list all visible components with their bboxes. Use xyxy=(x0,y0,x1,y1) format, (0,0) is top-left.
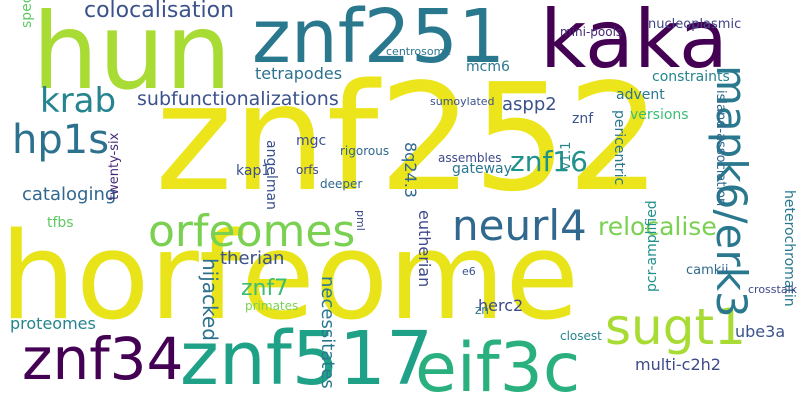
word: nucleoplasmic xyxy=(648,17,742,32)
word: tfbs xyxy=(47,215,74,231)
word: eif3c xyxy=(415,329,581,404)
word: sugt1 xyxy=(605,298,746,356)
word: znf16 xyxy=(510,145,588,178)
word: kaka xyxy=(540,0,728,86)
word: krab xyxy=(40,81,117,121)
word: camkii xyxy=(686,263,729,278)
word: sumoylated xyxy=(430,95,495,108)
word: tetrapodes xyxy=(255,64,343,83)
word: gateway xyxy=(452,161,512,177)
word: znf xyxy=(572,111,594,127)
word: deeper xyxy=(320,177,363,191)
word: orfeomes xyxy=(148,206,356,257)
word: aspp2 xyxy=(502,94,557,115)
word: znf34 xyxy=(22,325,184,393)
word: mini-pools xyxy=(560,25,623,39)
word: znf252 xyxy=(155,52,662,224)
word: ube3a xyxy=(735,322,786,341)
word: neurl4 xyxy=(452,201,587,250)
word: pcr-amplified xyxy=(644,200,660,292)
word: relocalise xyxy=(598,212,717,241)
word: colocalisation xyxy=(84,0,235,23)
word: horfeome xyxy=(0,208,580,347)
word: znf517 xyxy=(180,316,434,402)
word: mcm6 xyxy=(466,59,510,75)
word: versions xyxy=(630,107,689,123)
word: hp1s xyxy=(12,117,110,163)
word: pericentric xyxy=(611,110,627,186)
word: subfunctionalizations xyxy=(137,88,339,110)
word: herc2 xyxy=(478,296,524,315)
word: twenty-six xyxy=(107,132,122,200)
word: necessitates xyxy=(317,276,338,389)
word: v1.1 xyxy=(559,141,574,170)
word: constraints xyxy=(652,69,730,85)
word: crosstalk xyxy=(748,283,798,296)
word: znf7 xyxy=(241,276,289,301)
word: proteomes xyxy=(10,314,96,333)
word: znf251 xyxy=(252,0,506,80)
word: hijacked xyxy=(198,258,222,341)
word: kap1 xyxy=(236,163,271,179)
word: zn xyxy=(475,303,489,317)
word: 8q24.3 xyxy=(401,142,420,198)
word: assembles xyxy=(438,151,502,165)
word: multi-c2h2 xyxy=(635,355,721,374)
word: e6 xyxy=(462,265,476,278)
word: primates xyxy=(245,299,299,313)
word: pml xyxy=(354,210,367,231)
word: mgc xyxy=(296,133,327,149)
word: eutherian xyxy=(415,210,434,288)
word: rigorous xyxy=(340,144,390,158)
word: cataloging xyxy=(22,184,117,205)
word: speciation xyxy=(19,0,35,28)
word: closest xyxy=(560,329,602,343)
word: advent xyxy=(616,87,665,103)
word: therian xyxy=(220,248,285,269)
word: orfs xyxy=(296,163,319,177)
word: island-association xyxy=(713,90,728,207)
word: hun xyxy=(32,0,232,113)
word: centrosome xyxy=(386,45,452,58)
